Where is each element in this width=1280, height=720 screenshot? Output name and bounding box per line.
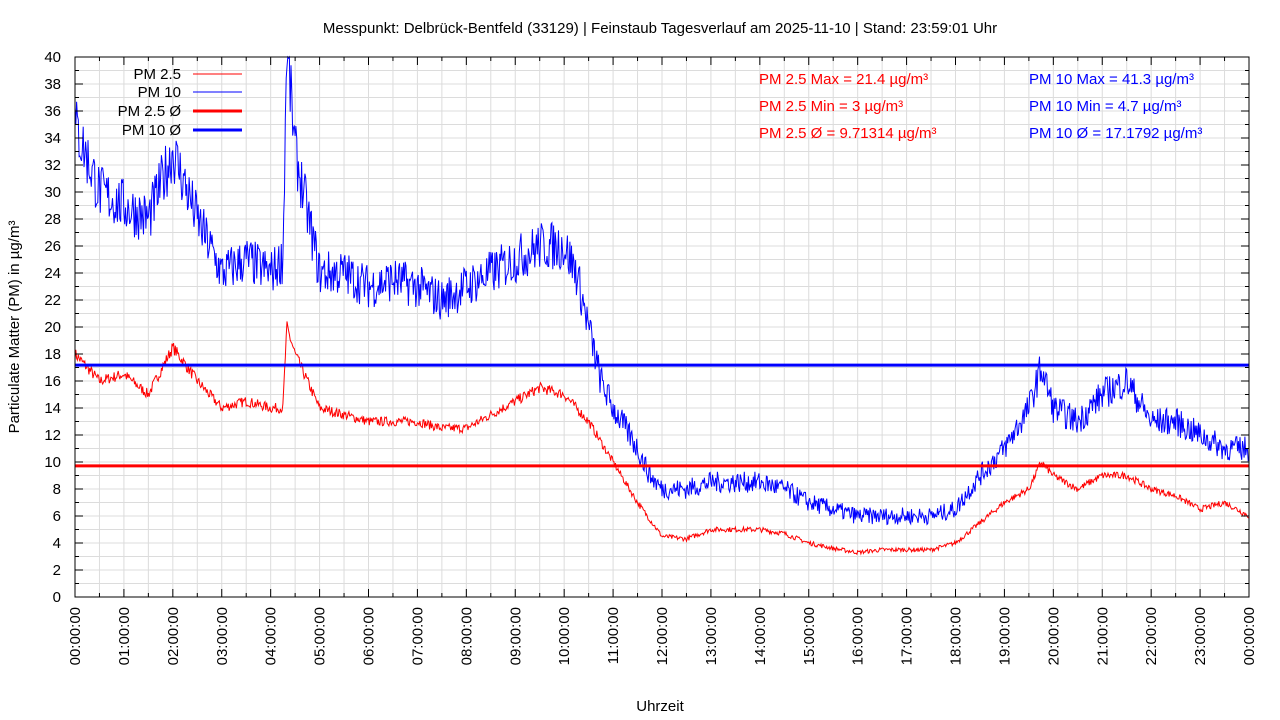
y-tick-label: 2 — [53, 562, 61, 579]
x-tick-label: 19:00:00 — [996, 607, 1013, 665]
y-tick-label: 38 — [44, 76, 61, 93]
x-tick-label: 20:00:00 — [1045, 607, 1062, 665]
x-tick-label: 08:00:00 — [458, 607, 475, 665]
pm25-max-label: PM 2.5 Max = 21.4 µg/m³ — [759, 71, 928, 88]
x-tick-label: 03:00:00 — [214, 607, 231, 665]
x-tick-label: 12:00:00 — [654, 607, 671, 665]
y-tick-label: 18 — [44, 346, 61, 363]
x-tick-label: 23:00:00 — [1192, 607, 1209, 665]
y-tick-label: 36 — [44, 103, 61, 120]
x-tick-label: 09:00:00 — [507, 607, 524, 665]
y-tick-label: 30 — [44, 184, 61, 201]
y-axis-label: Particulate Matter (PM) in µg/m³ — [6, 221, 23, 434]
series-layer — [74, 55, 1250, 556]
x-tick-label: 22:00:00 — [1143, 607, 1160, 665]
x-tick-label: 05:00:00 — [312, 607, 329, 665]
x-tick-label: 17:00:00 — [899, 607, 916, 665]
legend-label: PM 2.5 Ø — [118, 103, 182, 120]
legend: PM 2.5PM 10 PM 2.5 Ø PM 10 Ø — [118, 66, 242, 139]
x-tick-label: 00:00:00 — [1241, 607, 1258, 665]
x-tick-label: 16:00:00 — [850, 607, 867, 665]
y-tick-label: 6 — [53, 508, 61, 525]
pm25-avg-label: PM 2.5 Ø = 9.71314 µg/m³ — [759, 125, 936, 142]
y-tick-label: 12 — [44, 427, 61, 444]
y-tick-label: 16 — [44, 373, 61, 390]
stats-annotations: PM 2.5 Max = 21.4 µg/m³ PM 2.5 Min = 3 µ… — [759, 71, 1202, 142]
pm25-min-label: PM 2.5 Min = 3 µg/m³ — [759, 98, 903, 115]
series-line-pm25 — [74, 321, 1250, 556]
x-axis-label: Uhrzeit — [636, 698, 684, 715]
y-tick-label: 0 — [53, 589, 61, 606]
x-tick-label: 06:00:00 — [361, 607, 378, 665]
y-tick-label: 8 — [53, 481, 61, 498]
y-tick-label: 32 — [44, 157, 61, 174]
x-tick-label: 21:00:00 — [1094, 607, 1111, 665]
x-tick-label: 01:00:00 — [116, 607, 133, 665]
y-tick-label: 40 — [44, 49, 61, 66]
legend-label: PM 10 — [138, 84, 181, 101]
y-tick-label: 24 — [44, 265, 61, 282]
x-tick-label: 02:00:00 — [165, 607, 182, 665]
y-tick-label: 34 — [44, 130, 61, 147]
ticks: 024681012141618202224262830323436384000:… — [44, 49, 1258, 665]
y-tick-label: 4 — [53, 535, 61, 552]
series-line-pm10 — [74, 55, 1250, 526]
x-tick-label: 15:00:00 — [801, 607, 818, 665]
y-tick-label: 28 — [44, 211, 61, 228]
y-tick-label: 22 — [44, 292, 61, 309]
y-tick-label: 10 — [44, 454, 61, 471]
chart-title: Messpunkt: Delbrück-Bentfeld (33129) | F… — [323, 20, 997, 37]
x-tick-label: 18:00:00 — [948, 607, 965, 665]
y-tick-label: 20 — [44, 319, 61, 336]
legend-label: PM 10 Ø — [122, 122, 182, 139]
y-tick-label: 26 — [44, 238, 61, 255]
x-tick-label: 00:00:00 — [67, 607, 84, 665]
x-tick-label: 14:00:00 — [752, 607, 769, 665]
pm10-avg-label: PM 10 Ø = 17.1792 µg/m³ — [1029, 125, 1202, 142]
pm10-max-label: PM 10 Max = 41.3 µg/m³ — [1029, 71, 1194, 88]
x-tick-label: 13:00:00 — [703, 607, 720, 665]
x-tick-label: 10:00:00 — [556, 607, 573, 665]
x-tick-label: 04:00:00 — [263, 607, 280, 665]
y-tick-label: 14 — [44, 400, 61, 417]
x-tick-label: 11:00:00 — [605, 607, 622, 664]
pm10-min-label: PM 10 Min = 4.7 µg/m³ — [1029, 98, 1181, 115]
legend-label: PM 2.5 — [133, 66, 181, 83]
x-tick-label: 07:00:00 — [409, 607, 426, 665]
